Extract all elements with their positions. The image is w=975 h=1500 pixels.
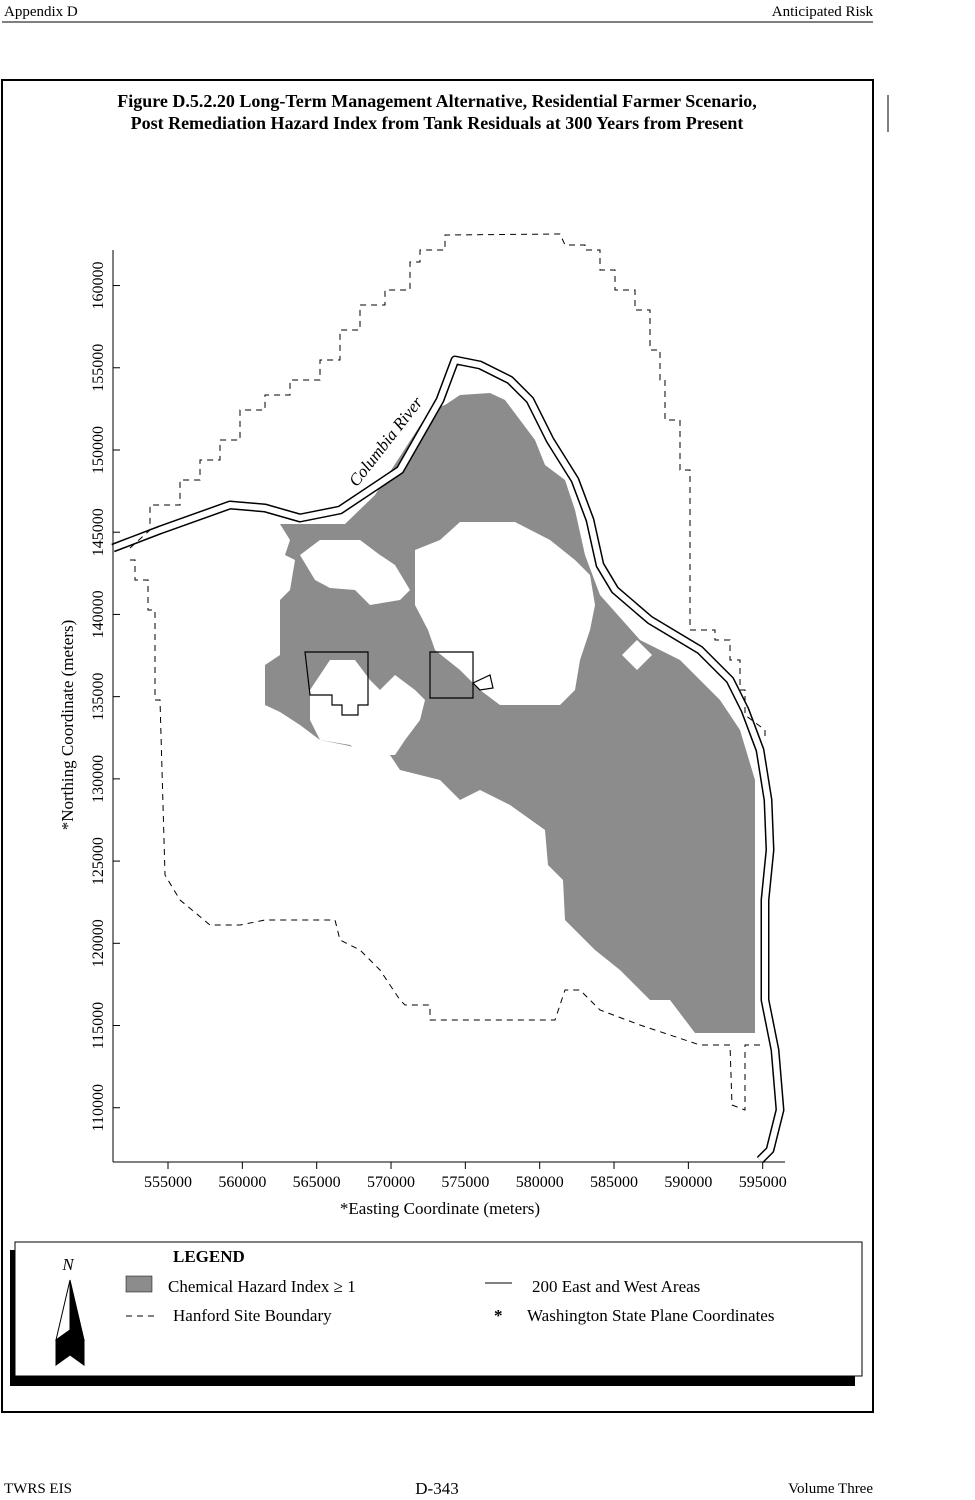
header-left: Appendix D — [4, 4, 78, 20]
north-label: N — [61, 1255, 75, 1274]
header-right: Anticipated Risk — [772, 4, 874, 20]
footer-right: Volume Three — [788, 1481, 873, 1497]
hazard-hole — [300, 540, 410, 605]
y-tick-label: 155000 — [90, 344, 107, 392]
x-axis-label: *Easting Coordinate (meters) — [340, 1199, 540, 1218]
legend-item: Hanford Site Boundary — [173, 1306, 332, 1325]
hazard-hole — [310, 660, 425, 755]
figure-frame — [1, 79, 874, 1413]
y-tick-label: 135000 — [90, 673, 107, 721]
y-tick-label: 115000 — [90, 1002, 107, 1049]
area-outline — [429, 651, 474, 699]
figure-title: Post Remediation Hazard Index from Tank … — [131, 113, 744, 133]
x-tick-label: 575000 — [441, 1174, 489, 1191]
hazard-area — [265, 393, 755, 1033]
hazard-hole — [622, 640, 652, 670]
site-boundary — [129, 233, 766, 740]
legend-item: Chemical Hazard Index ≥ 1 — [168, 1277, 356, 1296]
x-tick-label: 585000 — [590, 1174, 638, 1191]
footer-left: TWRS EIS — [4, 1481, 72, 1497]
x-tick-label: 565000 — [293, 1174, 341, 1191]
page-number: D-343 — [415, 1479, 458, 1498]
area-outline — [304, 651, 369, 716]
y-tick-label: 150000 — [90, 426, 107, 474]
legend-item: 200 East and West Areas — [532, 1277, 700, 1296]
x-tick-label: 560000 — [218, 1174, 266, 1191]
x-tick-label: 590000 — [664, 1174, 712, 1191]
y-tick-label: 110000 — [90, 1084, 107, 1131]
legend-box — [14, 1241, 863, 1377]
y-tick-label: 145000 — [90, 508, 107, 556]
y-tick-label: 125000 — [90, 837, 107, 885]
map: Columbia River — [111, 233, 785, 1164]
north-arrow — [55, 1329, 85, 1366]
legend-swatch — [125, 1275, 153, 1293]
legend-title: LEGEND — [173, 1247, 245, 1266]
figure-title: Figure D.5.2.20 Long-Term Management Alt… — [117, 91, 757, 111]
x-tick-label: 595000 — [739, 1174, 787, 1191]
legend-note: Washington State Plane Coordinates — [527, 1306, 774, 1325]
y-tick-label: 160000 — [90, 262, 107, 310]
x-tick-label: 570000 — [367, 1174, 415, 1191]
hazard-hole — [415, 522, 595, 705]
x-tick-label: 580000 — [516, 1174, 564, 1191]
legend-marker: * — [494, 1306, 503, 1325]
x-tick-label: 555000 — [144, 1174, 192, 1191]
y-tick-label: 130000 — [90, 755, 107, 803]
y-tick-label: 120000 — [90, 919, 107, 967]
site-boundary — [130, 559, 760, 1111]
y-tick-label: 140000 — [90, 590, 107, 638]
y-axis-label: *Northing Coordinate (meters) — [58, 620, 77, 831]
axes: 555000 560000 565000 570000 575000 580000 5850… — [58, 250, 787, 1218]
hazard-hole — [540, 450, 555, 468]
area-outline — [471, 674, 494, 691]
river — [111, 357, 783, 1163]
